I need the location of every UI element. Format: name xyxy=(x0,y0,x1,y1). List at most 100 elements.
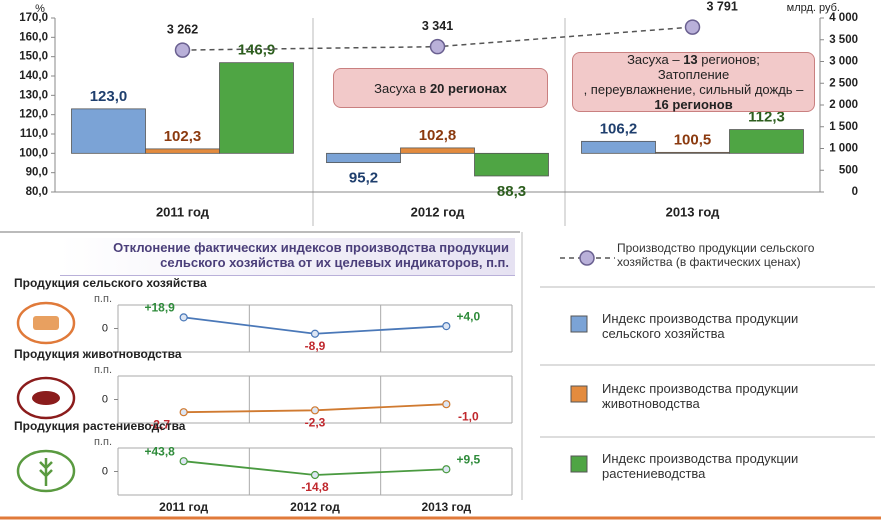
data-label: +43,8 xyxy=(144,444,175,458)
legend-marker xyxy=(579,250,595,266)
bar xyxy=(71,108,146,154)
bar xyxy=(474,152,549,177)
y2-tick-label: 3 000 xyxy=(829,56,858,68)
marker xyxy=(684,19,701,35)
y2-tick-label: 2 000 xyxy=(829,99,858,111)
data-label: 123,0 xyxy=(90,88,128,105)
data-label: 3 791 xyxy=(707,0,738,13)
icon xyxy=(39,458,53,486)
data-label: +4,0 xyxy=(456,309,480,323)
data-label: +18,9 xyxy=(144,301,175,315)
annotation-line: Затопление xyxy=(573,67,814,82)
bar xyxy=(581,140,656,154)
data-label: 3 341 xyxy=(422,19,453,33)
annotation: Засуха в 20 регионах xyxy=(333,68,548,108)
x-tick-label: 2013 год xyxy=(666,204,721,219)
marker xyxy=(174,42,191,58)
bar xyxy=(145,148,220,154)
data-label: -1,0 xyxy=(458,409,479,423)
x-tick-label: 2013 год xyxy=(421,500,471,514)
marker xyxy=(442,322,451,331)
annotation-line: , переувлажнение, сильный дождь – xyxy=(573,82,814,97)
y2-axis-label: млрд. руб. xyxy=(787,2,840,14)
annotation-text: , переувлажнение, сильный дождь – xyxy=(583,82,804,97)
annotation-text: 20 регионах xyxy=(429,80,507,96)
annotation-line: Засуха в 20 регионах xyxy=(334,81,547,96)
annotation-text: Засуха в xyxy=(374,80,430,96)
legend-swatch xyxy=(570,385,588,403)
annotation-line: Засуха – 13 регионов; xyxy=(573,52,814,67)
marker xyxy=(310,329,320,338)
y-axis-label: п.п. xyxy=(94,293,112,305)
y2-tick-label: 1 500 xyxy=(829,121,858,133)
marker xyxy=(310,470,320,480)
data-label: 102,3 xyxy=(164,128,202,145)
data-label: -2,3 xyxy=(305,415,326,429)
data-label: 95,2 xyxy=(349,170,378,187)
y-tick-label: 150,0 xyxy=(19,51,48,63)
legend-swatch xyxy=(570,315,588,333)
data-label: -8,9 xyxy=(305,339,326,353)
legend-label: Производство продукции сельского хозяйст… xyxy=(617,241,815,269)
annotation: Засуха – 13 регионов; Затопление, переувл… xyxy=(572,52,815,112)
icon xyxy=(32,391,60,405)
annotation-text: регионов; xyxy=(697,52,760,67)
y-tick-label: 90,0 xyxy=(26,167,48,179)
data-label: -2,7 xyxy=(149,417,170,431)
annotation-text: 13 xyxy=(683,52,698,67)
y-axis-label: % xyxy=(35,3,45,15)
y-tick-label: 140,0 xyxy=(19,70,48,82)
data-label: 100,5 xyxy=(674,131,712,148)
marker xyxy=(179,408,188,417)
y2-tick-label: 500 xyxy=(839,164,858,176)
legend-swatch xyxy=(570,455,588,473)
data-label: 112,3 xyxy=(748,109,785,126)
data-label: -14,8 xyxy=(301,480,329,494)
marker xyxy=(442,400,451,409)
y-axis-label: п.п. xyxy=(94,436,112,448)
legend-label: Индекс производства продукции растениево… xyxy=(602,451,799,481)
annotation-text: 16 регионов xyxy=(654,97,733,112)
data-label: 106,2 xyxy=(600,120,638,137)
y2-tick-label: 1 000 xyxy=(829,143,858,155)
annotation-text: Затопление xyxy=(657,67,730,82)
bar xyxy=(400,147,475,154)
marker xyxy=(310,406,320,415)
data-label: 88,3 xyxy=(497,183,526,200)
y-tick-label: 0 xyxy=(102,393,108,405)
y-tick-label: 160,0 xyxy=(19,31,48,43)
y2-tick-label: 2 500 xyxy=(829,77,858,89)
panel-title: Продукция животноводства xyxy=(14,347,182,361)
data-label: 3 262 xyxy=(167,22,198,36)
marker xyxy=(179,313,188,322)
annotation-line: 16 регионов xyxy=(573,97,814,112)
y-tick-label: 110,0 xyxy=(20,128,48,140)
y2-tick-label: 0 xyxy=(852,186,858,198)
legend-label: Индекс производства продукции сельского … xyxy=(602,311,799,341)
x-tick-label: 2012 год xyxy=(411,204,466,219)
panel-title: Продукция сельского хозяйства xyxy=(14,276,207,290)
y-tick-label: 0 xyxy=(102,322,108,334)
y-tick-label: 120,0 xyxy=(19,109,48,121)
data-label: +9,5 xyxy=(456,452,480,466)
deviation-title: Отклонение фактических индексов производ… xyxy=(60,238,515,276)
bar xyxy=(326,152,401,164)
data-label: 146,9 xyxy=(238,42,276,59)
panel-title: Продукция растениеводства xyxy=(14,419,186,433)
y-axis-label: п.п. xyxy=(94,364,112,376)
icon xyxy=(33,316,59,330)
y2-tick-label: 3 500 xyxy=(829,34,858,46)
marker xyxy=(179,457,188,466)
y-tick-label: 100,0 xyxy=(19,147,48,159)
x-tick-label: 2012 год xyxy=(290,500,340,514)
marker xyxy=(429,38,446,55)
y2-tick-label: 4 000 xyxy=(829,12,858,24)
annotation-text: Засуха – xyxy=(627,52,684,67)
bar xyxy=(729,129,804,154)
x-tick-label: 2011 год xyxy=(159,500,208,514)
y-tick-label: 170,0 xyxy=(19,12,48,24)
bar xyxy=(219,62,294,154)
marker xyxy=(442,465,451,474)
